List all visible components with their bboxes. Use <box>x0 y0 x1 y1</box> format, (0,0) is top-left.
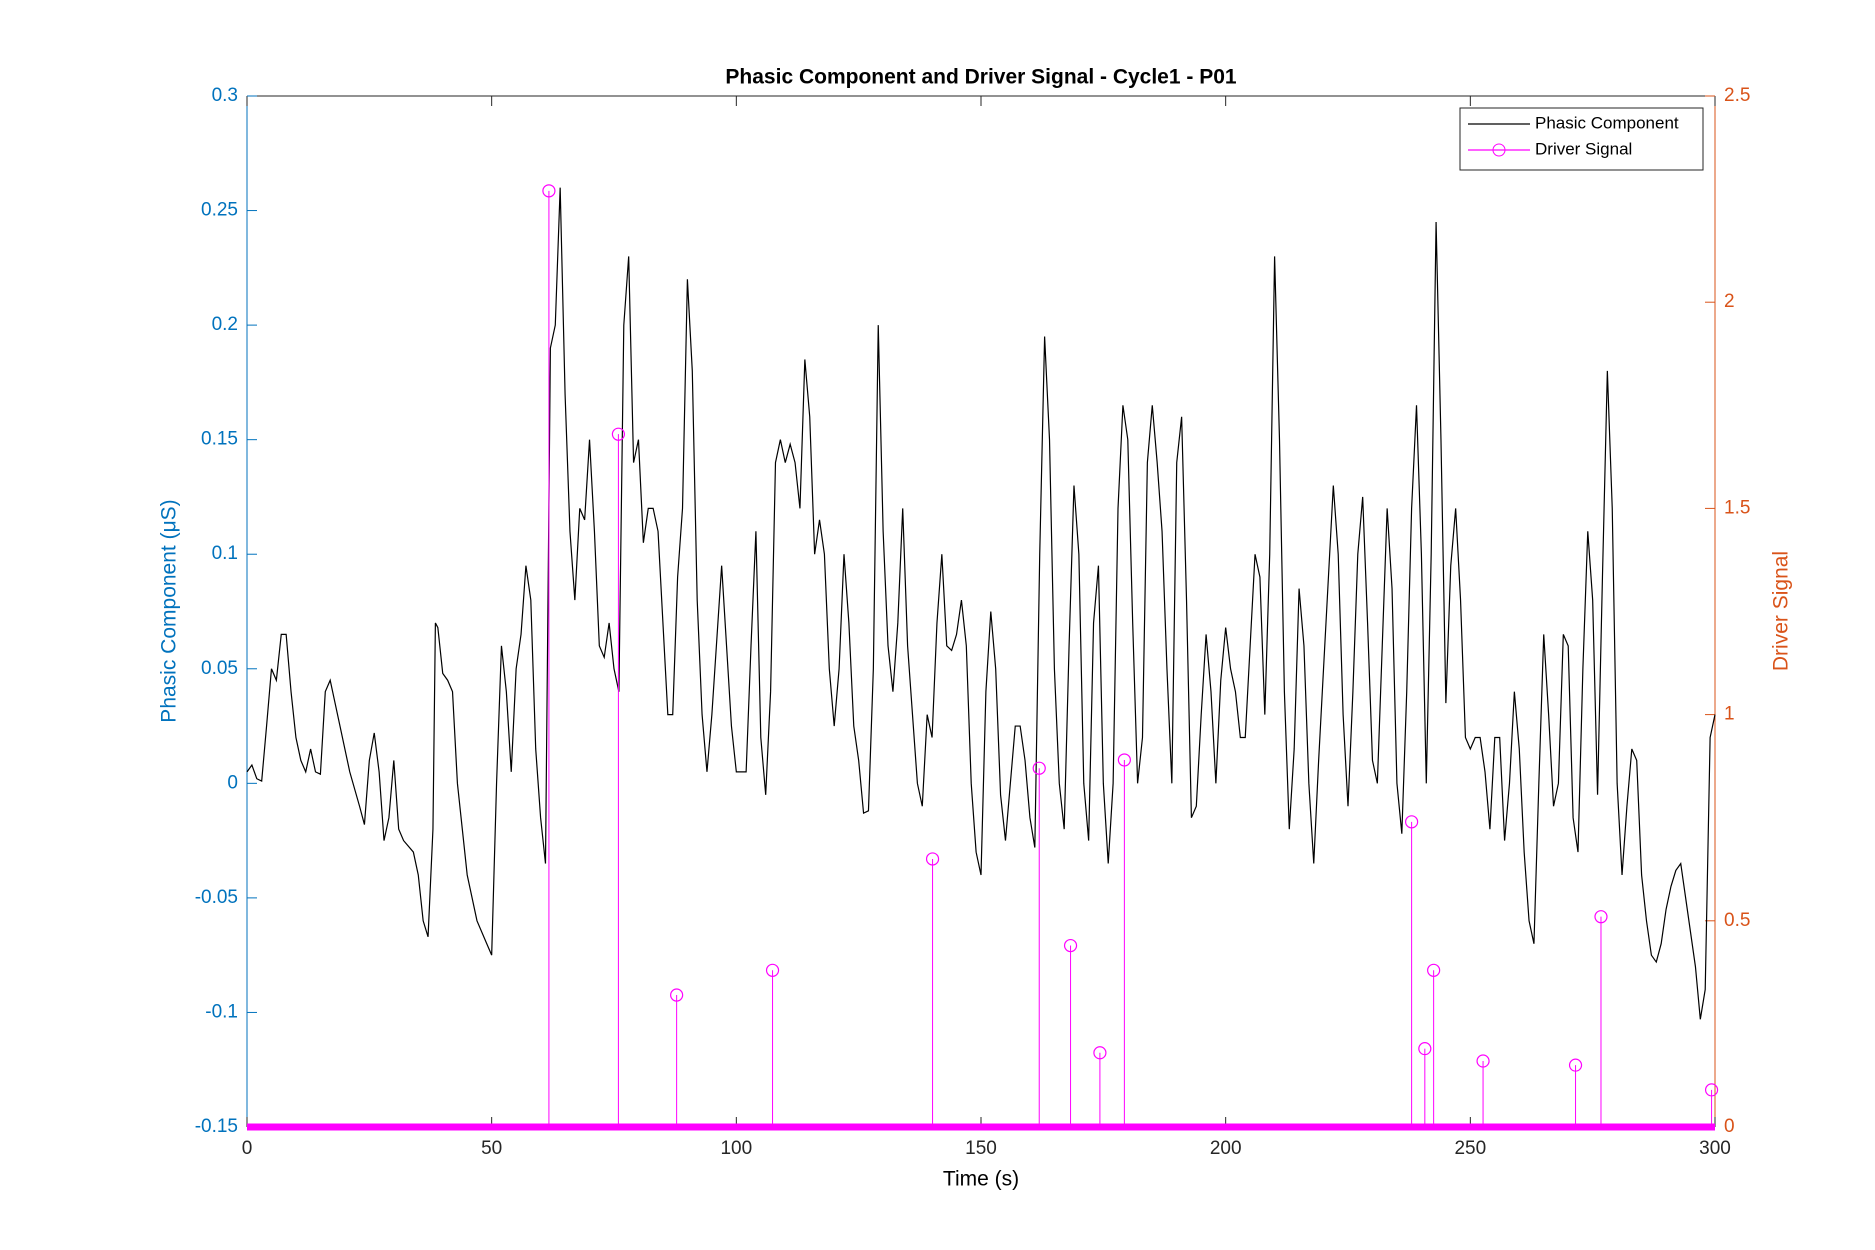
y-tick-label: 0.15 <box>201 429 238 450</box>
y-tick-label: 0 <box>227 772 238 793</box>
stem-marker <box>1476 1054 1490 1068</box>
stem-marker <box>1594 910 1608 924</box>
y2-tick-label: 0 <box>1724 1116 1735 1137</box>
y-tick-label: 0.05 <box>201 658 238 679</box>
x-axis-label: Time (s) <box>943 1168 1019 1191</box>
phasic-line <box>246 187 1716 1020</box>
chart-title: Phasic Component and Driver Signal - Cyc… <box>725 66 1236 89</box>
y2-axis-label: Driver Signal <box>1770 551 1793 671</box>
stem-marker <box>1405 815 1419 829</box>
stem-marker <box>611 427 626 441</box>
stem-marker <box>1032 761 1046 775</box>
y-tick-label: -0.1 <box>205 1001 238 1022</box>
y2-tick-label: 0.5 <box>1724 910 1750 931</box>
y2-tick-label: 1.5 <box>1724 497 1750 518</box>
legend-label: Driver Signal <box>1535 139 1632 158</box>
y-tick-label: 0.1 <box>212 543 238 564</box>
stem-marker <box>1568 1058 1583 1072</box>
x-tick-label: 50 <box>481 1138 502 1159</box>
y-tick-label: 0.25 <box>201 200 238 221</box>
x-tick-label: 100 <box>720 1138 752 1159</box>
legend-label: Phasic Component <box>1535 113 1679 132</box>
stem-marker <box>1418 1042 1432 1056</box>
y-tick-label: 0.2 <box>212 314 238 335</box>
y-tick-label: 0.3 <box>212 85 238 106</box>
x-tick-label: 200 <box>1210 1138 1242 1159</box>
stem-marker <box>1704 1083 1719 1097</box>
x-tick-label: 250 <box>1454 1138 1486 1159</box>
stem-marker <box>925 852 940 866</box>
legend-marker <box>1492 143 1506 157</box>
y-tick-label: -0.15 <box>195 1116 238 1137</box>
stem-marker <box>1063 938 1078 953</box>
stem-marker <box>670 988 684 1002</box>
y2-tick-label: 2 <box>1724 291 1735 312</box>
y2-tick-label: 1 <box>1724 704 1735 725</box>
y-axis-label: Phasic Component (μS) <box>158 499 181 722</box>
x-tick-label: 150 <box>965 1138 997 1159</box>
legend-box <box>1459 107 1704 171</box>
stem-marker <box>1427 963 1441 977</box>
stem-marker <box>1093 1046 1107 1060</box>
stem-marker <box>1117 753 1131 767</box>
stem-marker <box>542 184 556 198</box>
stem-marker <box>765 963 780 977</box>
x-tick-label: 300 <box>1699 1138 1731 1159</box>
y2-tick-label: 2.5 <box>1724 85 1750 106</box>
x-tick-label: 0 <box>242 1138 253 1159</box>
y-tick-label: -0.05 <box>195 887 238 908</box>
